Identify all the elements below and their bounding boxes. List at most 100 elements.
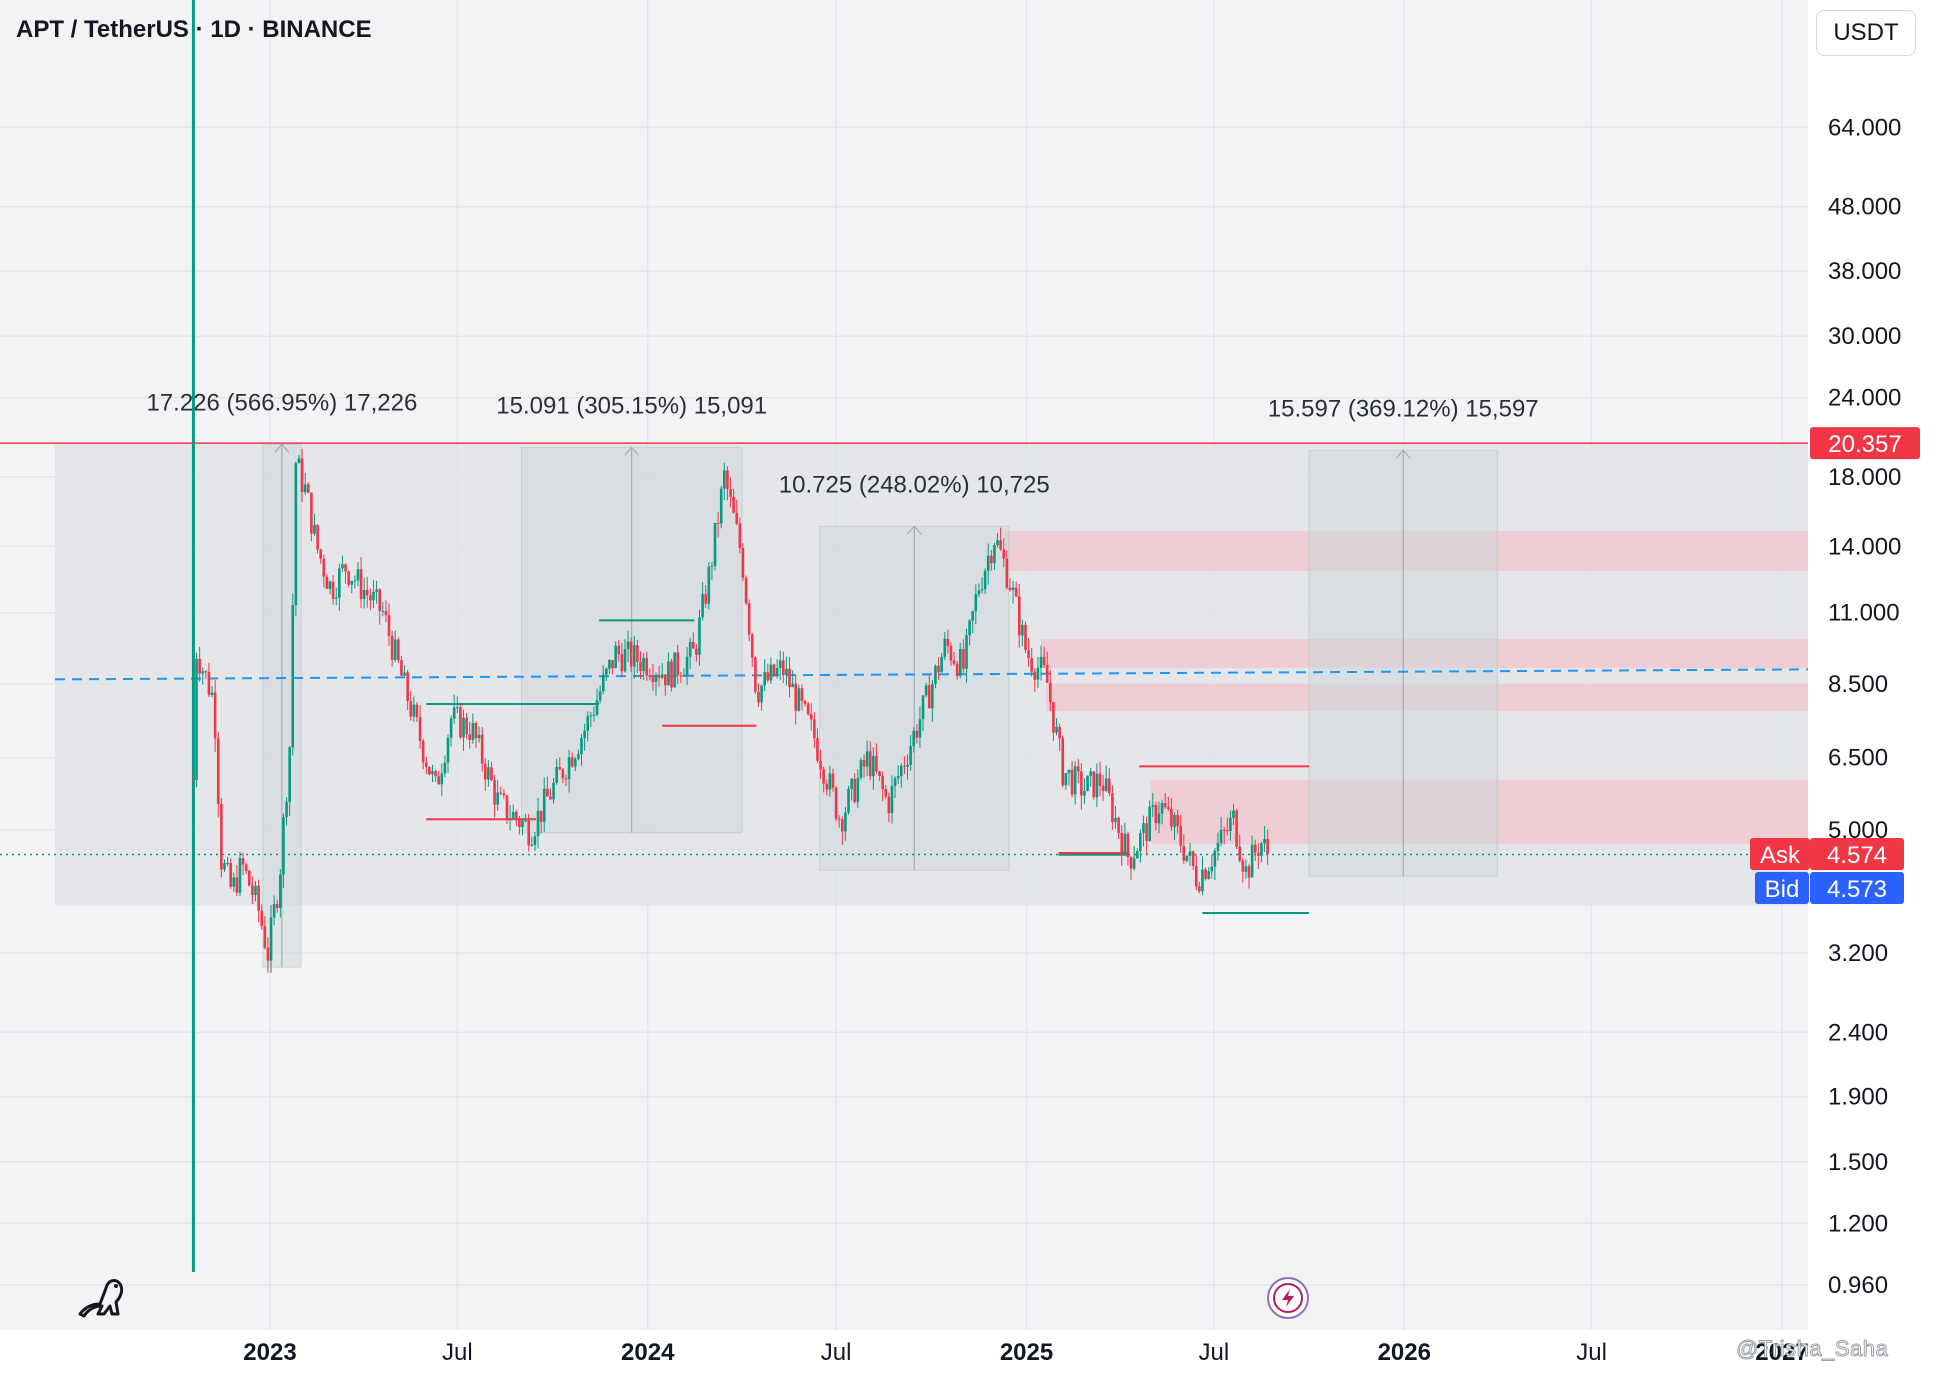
candle-body	[955, 663, 959, 676]
candle-body	[841, 819, 844, 832]
resistance-price-badge	[1810, 427, 1920, 460]
candle-body	[440, 773, 444, 785]
candle-body	[263, 926, 267, 948]
candle-body	[816, 738, 819, 761]
ask-tag-badge	[1750, 838, 1810, 870]
candle-body	[1142, 823, 1145, 833]
candle-body	[853, 778, 857, 802]
candle-body	[872, 755, 875, 777]
candle-body	[698, 617, 701, 655]
candle-body	[1135, 851, 1139, 859]
candle-body	[794, 683, 798, 711]
candle-body	[511, 811, 515, 819]
candle-body	[362, 590, 366, 599]
price-axis	[1808, 0, 1944, 1378]
candle-body	[1185, 855, 1189, 861]
candle-body	[344, 564, 347, 572]
y-tick-label: 30.000	[1828, 323, 1901, 350]
candle-body	[1011, 587, 1015, 591]
candle-body	[334, 597, 338, 599]
candle-body	[1104, 778, 1108, 791]
bid-price-label: 4.573	[1827, 876, 1887, 903]
candle-body	[732, 496, 735, 513]
candle-body	[695, 648, 698, 655]
candle-body	[881, 776, 884, 789]
candle-body	[322, 558, 326, 577]
candle-body	[238, 858, 242, 893]
candle-body	[468, 734, 472, 740]
candle-body	[1204, 869, 1207, 879]
candle-body	[567, 757, 571, 780]
ask-tag-label: Ask	[1760, 842, 1801, 869]
candle-body	[1027, 650, 1030, 659]
candle-body	[1222, 829, 1226, 831]
candle-body	[260, 910, 264, 927]
candle-body	[1151, 805, 1155, 807]
candle-body	[595, 700, 599, 715]
candle-body	[1030, 658, 1033, 672]
candle-body	[241, 858, 245, 865]
candle-body	[1173, 815, 1176, 827]
lightning-icon[interactable]	[1266, 1276, 1310, 1320]
x-tick-label: 2026	[1378, 1339, 1431, 1366]
candle-body	[1166, 807, 1170, 809]
candle-body	[316, 524, 319, 550]
candle-body	[288, 747, 291, 802]
candle-body	[294, 463, 298, 606]
measure-label: 10.725 (248.02%) 10,725	[779, 471, 1050, 498]
candle-body	[1176, 815, 1179, 827]
candle-body	[1052, 702, 1055, 733]
candle-body	[452, 707, 456, 719]
candle-body	[636, 645, 639, 662]
candle-body	[415, 704, 419, 718]
candle-body	[993, 544, 996, 564]
candle-body	[918, 719, 922, 738]
candle-body	[1232, 810, 1235, 818]
candle-body	[1070, 769, 1074, 795]
candle-body	[940, 656, 943, 673]
bid-tag-label: Bid	[1765, 876, 1800, 903]
candle-body	[338, 568, 341, 598]
candle-body	[210, 692, 214, 695]
candle-body	[272, 904, 276, 918]
candle-body	[310, 492, 313, 534]
candle-body	[365, 590, 369, 596]
candle-body	[397, 639, 400, 661]
y-tick-label: 2.400	[1828, 1019, 1888, 1046]
y-tick-label: 1.200	[1828, 1210, 1888, 1237]
y-tick-label: 48.000	[1828, 194, 1901, 221]
candle-body	[797, 688, 801, 711]
candle-body	[524, 820, 527, 822]
time-axis	[0, 1330, 1808, 1378]
candle-body	[657, 675, 661, 678]
candle-body	[803, 701, 807, 704]
candle-body	[558, 766, 562, 770]
candle-body	[359, 569, 363, 599]
y-tick-label: 18.000	[1828, 464, 1901, 491]
candle-body	[201, 671, 205, 674]
currency-button[interactable]: USDT	[1816, 10, 1916, 56]
x-tick-label: 2024	[621, 1339, 675, 1366]
candle-body	[1108, 778, 1111, 794]
symbol-title[interactable]: APT / TetherUS · 1D · BINANCE	[16, 16, 372, 43]
candle-body	[291, 605, 295, 748]
candle-body	[723, 470, 726, 489]
candle-body	[465, 717, 468, 735]
candle-body	[943, 638, 947, 657]
candle-body	[564, 778, 568, 780]
candle-body	[645, 657, 649, 676]
candle-body	[1114, 817, 1117, 823]
candle-body	[822, 769, 825, 784]
measure-arrowhead	[624, 446, 640, 456]
candle-body	[573, 758, 577, 767]
candle-body	[915, 730, 919, 738]
candle-body	[1145, 823, 1148, 842]
candle-body	[421, 740, 425, 763]
ask-price-label: 4.574	[1827, 842, 1887, 869]
candle-body	[508, 818, 512, 820]
candle-body	[586, 716, 590, 731]
candle-body	[1083, 791, 1086, 796]
candle-body	[983, 570, 987, 590]
candle-body	[927, 685, 931, 709]
